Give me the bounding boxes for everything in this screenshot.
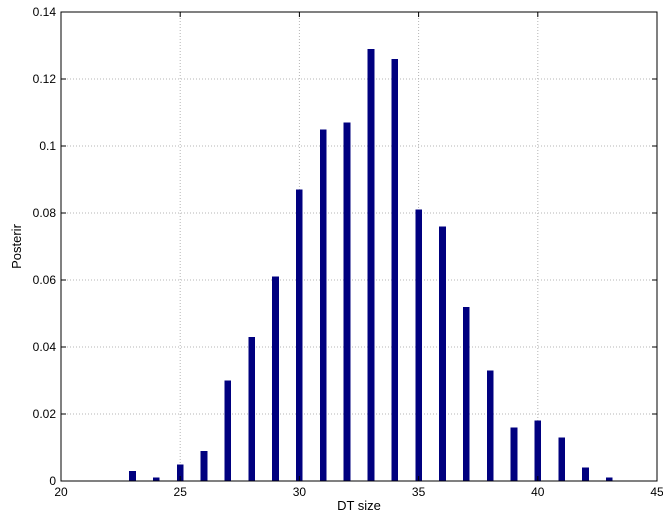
y-tick-label: 0.06 — [33, 273, 57, 287]
bar-dt-size-40 — [534, 420, 542, 481]
bar-dt-size-31 — [319, 129, 327, 481]
x-tick-label: 40 — [531, 485, 545, 499]
x-tick-label: 45 — [650, 485, 663, 499]
bar-dt-size-27 — [224, 380, 232, 481]
y-tick-label: 0.14 — [33, 5, 57, 19]
bar-dt-size-42 — [582, 467, 589, 481]
x-tick-label: 25 — [174, 485, 188, 499]
x-axis-title: DT size — [337, 498, 381, 513]
y-tick-label: 0.08 — [33, 206, 57, 220]
bar-dt-size-28 — [248, 336, 256, 481]
bar-dt-size-43 — [605, 477, 613, 481]
bar-dt-size-30 — [296, 189, 303, 482]
y-axis-title: Posterir — [9, 223, 24, 268]
y-tick-label: 0 — [49, 474, 56, 488]
x-tick-label: 35 — [412, 485, 426, 499]
bar-dt-size-29 — [272, 276, 279, 481]
plot-frame — [60, 11, 658, 482]
bar-dt-size-33 — [367, 48, 375, 481]
bars-layer — [129, 48, 613, 482]
x-tick-label: 30 — [293, 485, 307, 499]
ticks-layer: 20 25 30 35 40 45 0 0.02 0.04 0.06 0.08 0.1 0.12 0.14 — [33, 5, 663, 499]
bar-dt-size-24 — [153, 477, 160, 481]
y-tick-label: 0.1 — [39, 139, 56, 153]
y-tick-label: 0.02 — [33, 407, 57, 421]
y-tick-label: 0.12 — [33, 72, 57, 86]
bar-dt-size-25 — [176, 464, 184, 481]
bar-dt-size-35 — [415, 209, 422, 481]
bar-dt-size-41 — [558, 437, 565, 481]
bar-dt-size-32 — [343, 122, 351, 482]
bar-dt-size-39 — [510, 427, 518, 481]
bar-dt-size-23 — [129, 470, 136, 481]
bar-dt-size-37 — [462, 306, 470, 481]
bar-dt-size-36 — [439, 226, 446, 481]
grid-layer — [61, 12, 657, 481]
bar-dt-size-26 — [200, 450, 208, 481]
y-tick-label: 0.04 — [33, 340, 57, 354]
bar-dt-size-34 — [391, 58, 399, 482]
bar-dt-size-38 — [486, 370, 494, 481]
x-tick-label: 20 — [54, 485, 68, 499]
